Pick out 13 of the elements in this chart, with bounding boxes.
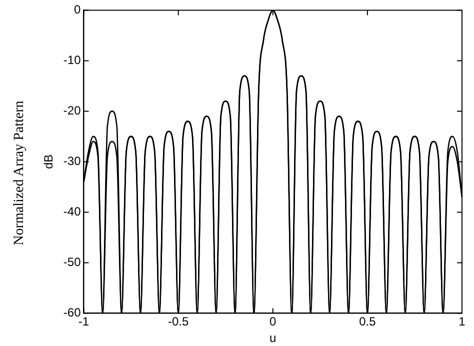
y-tick-label: -50 xyxy=(63,255,82,270)
y-axis-title: dB xyxy=(42,154,56,170)
y-tick-label: 0 xyxy=(74,2,82,17)
y-tick-label: -40 xyxy=(63,204,82,219)
x-tick-label: -0.5 xyxy=(168,314,189,329)
x-tick-label: 0.5 xyxy=(359,314,376,329)
x-tick-label: 1 xyxy=(458,314,466,329)
x-axis-title: u xyxy=(270,331,276,346)
y-tick-label: -30 xyxy=(63,154,82,168)
x-tick-label: 0 xyxy=(270,314,277,329)
y-tick-label: -20 xyxy=(63,104,82,118)
y-tick-label: -10 xyxy=(63,53,82,68)
text: Normalized Array Pattern xyxy=(12,100,28,246)
